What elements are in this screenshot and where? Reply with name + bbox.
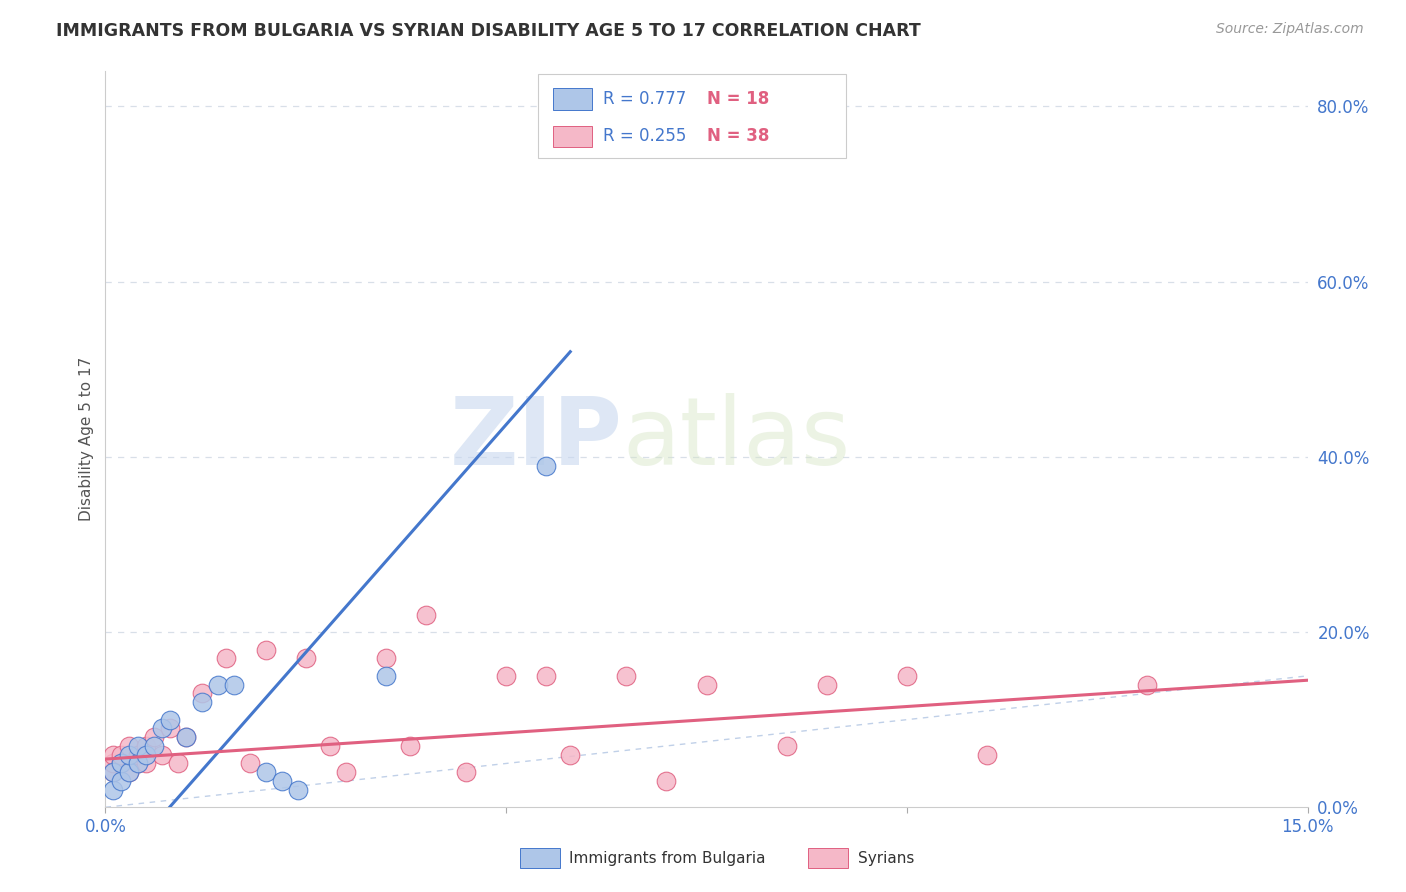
Point [150,722,173,736]
Point [103,756,125,771]
Point [815,678,838,692]
Point [174,730,197,744]
Point [495,669,517,683]
Point [150,747,173,762]
Y-axis label: Disability Age 5 to 17: Disability Age 5 to 17 [79,357,94,522]
Point [103,765,125,780]
Point [110,756,132,771]
Point [166,756,188,771]
Point [374,669,398,683]
Point [103,747,125,762]
Point [103,765,125,780]
Point [214,651,236,665]
Text: N = 18: N = 18 [707,90,769,108]
Point [110,756,132,771]
Text: Syrians: Syrians [858,851,914,865]
Point [159,722,181,736]
Point [1136,678,1159,692]
Text: N = 38: N = 38 [707,128,769,145]
Point [190,695,212,709]
Point [454,765,477,780]
Point [103,782,125,797]
Text: IMMIGRANTS FROM BULGARIA VS SYRIAN DISABILITY AGE 5 TO 17 CORRELATION CHART: IMMIGRANTS FROM BULGARIA VS SYRIAN DISAB… [56,22,921,40]
Point [239,756,262,771]
Point [159,713,181,727]
Point [118,739,141,753]
Point [254,642,277,657]
Point [190,686,212,700]
Point [127,756,149,771]
Point [399,739,422,753]
Text: Source: ZipAtlas.com: Source: ZipAtlas.com [1216,22,1364,37]
Point [896,669,918,683]
Point [776,739,799,753]
Point [335,765,357,780]
Text: ZIP: ZIP [450,393,623,485]
Point [374,651,398,665]
Point [135,747,157,762]
Point [110,774,132,789]
Point [118,765,141,780]
Point [696,678,718,692]
Point [110,747,132,762]
Point [560,747,582,762]
Point [127,739,149,753]
Text: R = 0.777: R = 0.777 [603,90,686,108]
Point [118,765,141,780]
Point [534,669,557,683]
Point [534,458,557,473]
Point [142,739,165,753]
Text: Immigrants from Bulgaria: Immigrants from Bulgaria [569,851,766,865]
Point [222,678,245,692]
Point [207,678,229,692]
Point [142,730,165,744]
Point [616,669,638,683]
Point [287,782,309,797]
Point [415,607,437,622]
Point [976,747,998,762]
Point [135,756,157,771]
Point [270,774,292,789]
Point [135,739,157,753]
Point [127,756,149,771]
Point [174,730,197,744]
Point [295,651,318,665]
Point [254,765,277,780]
Text: R = 0.255: R = 0.255 [603,128,686,145]
Text: atlas: atlas [623,393,851,485]
Point [127,747,149,762]
Point [118,747,141,762]
Point [319,739,342,753]
Point [655,774,678,789]
